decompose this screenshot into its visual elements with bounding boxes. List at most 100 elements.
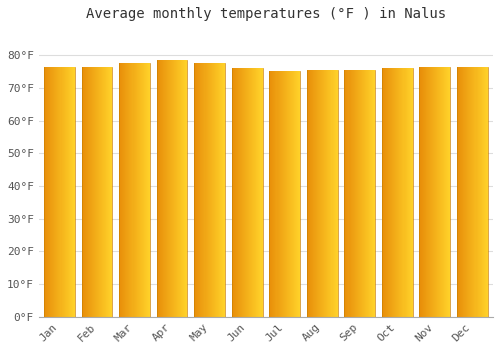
Bar <box>372 70 373 317</box>
Bar <box>480 66 482 317</box>
Bar <box>249 68 250 317</box>
Bar <box>165 60 166 317</box>
Bar <box>311 70 312 317</box>
Bar <box>282 71 284 317</box>
Bar <box>167 60 168 317</box>
Bar <box>346 70 348 317</box>
Bar <box>182 60 184 317</box>
Bar <box>321 70 322 317</box>
Bar <box>105 67 106 317</box>
Bar <box>280 71 281 317</box>
Bar <box>240 68 241 317</box>
Bar <box>96 67 97 317</box>
Bar <box>387 68 388 317</box>
Bar <box>172 60 173 317</box>
Title: Average monthly temperatures (°F ) in Nalus: Average monthly temperatures (°F ) in Na… <box>86 7 446 21</box>
Bar <box>336 70 338 317</box>
Bar <box>430 66 431 317</box>
Bar <box>439 66 440 317</box>
Bar <box>319 70 320 317</box>
Bar <box>463 66 464 317</box>
Bar <box>309 70 310 317</box>
Bar <box>389 68 390 317</box>
Bar <box>250 68 252 317</box>
Bar <box>64 67 66 317</box>
Bar <box>440 66 441 317</box>
Bar <box>312 70 313 317</box>
Bar <box>274 71 276 317</box>
Bar <box>108 67 110 317</box>
Bar <box>243 68 244 317</box>
Bar <box>334 70 336 317</box>
Bar <box>287 71 288 317</box>
Bar <box>217 63 218 317</box>
Bar <box>288 71 289 317</box>
Bar <box>173 60 174 317</box>
Bar <box>177 60 178 317</box>
Bar <box>170 60 171 317</box>
Bar <box>70 67 72 317</box>
Bar <box>392 68 393 317</box>
Bar <box>256 68 258 317</box>
Bar <box>99 67 100 317</box>
Bar <box>432 66 433 317</box>
Bar <box>360 70 361 317</box>
Bar <box>462 66 463 317</box>
Bar <box>202 63 203 317</box>
Bar <box>316 70 317 317</box>
Bar <box>487 66 488 317</box>
Bar <box>324 70 326 317</box>
Bar <box>317 70 318 317</box>
Bar <box>73 67 74 317</box>
Bar <box>474 66 476 317</box>
Bar <box>284 71 286 317</box>
Bar <box>156 60 158 317</box>
Bar <box>126 63 128 317</box>
Bar <box>290 71 291 317</box>
Bar <box>86 67 88 317</box>
Bar <box>422 66 424 317</box>
Bar <box>394 68 396 317</box>
Bar <box>402 68 404 317</box>
Bar <box>364 70 365 317</box>
Bar <box>384 68 385 317</box>
Bar <box>222 63 223 317</box>
Bar <box>194 63 196 317</box>
Bar <box>361 70 362 317</box>
Bar <box>93 67 94 317</box>
Bar <box>49 67 50 317</box>
Bar <box>147 63 148 317</box>
Bar <box>92 67 93 317</box>
Bar <box>383 68 384 317</box>
Bar <box>233 68 234 317</box>
Bar <box>239 68 240 317</box>
Bar <box>74 67 75 317</box>
Bar <box>246 68 247 317</box>
Bar <box>160 60 161 317</box>
Bar <box>313 70 314 317</box>
Bar <box>237 68 238 317</box>
Bar <box>307 70 308 317</box>
Bar <box>44 67 45 317</box>
Bar <box>164 60 165 317</box>
Bar <box>212 63 214 317</box>
Bar <box>247 68 248 317</box>
Bar <box>60 67 62 317</box>
Bar <box>52 67 54 317</box>
Bar <box>458 66 459 317</box>
Bar <box>374 70 375 317</box>
Bar <box>175 60 176 317</box>
Bar <box>428 66 430 317</box>
Bar <box>89 67 90 317</box>
Bar <box>410 68 412 317</box>
Bar <box>289 71 290 317</box>
Bar <box>46 67 47 317</box>
Bar <box>278 71 280 317</box>
Bar <box>436 66 437 317</box>
Bar <box>332 70 334 317</box>
Bar <box>443 66 444 317</box>
Bar <box>149 63 150 317</box>
Bar <box>91 67 92 317</box>
Bar <box>84 67 86 317</box>
Bar <box>449 66 450 317</box>
